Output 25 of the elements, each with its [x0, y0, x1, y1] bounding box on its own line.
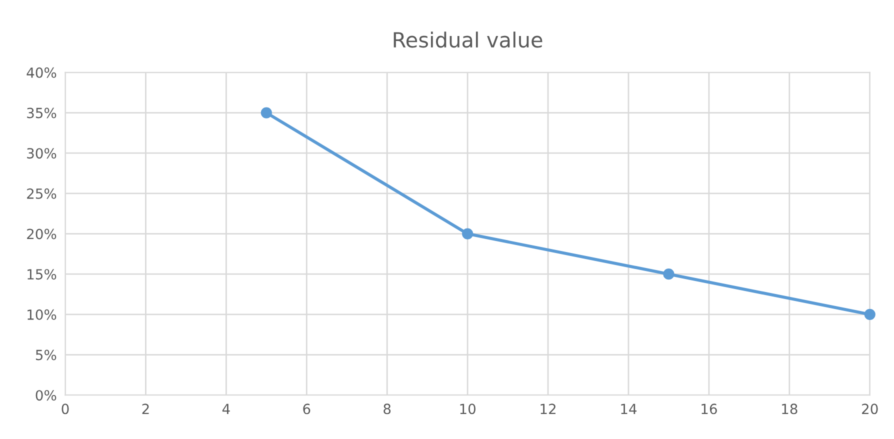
y-tick-label: 35%: [27, 108, 56, 118]
y-tick-label: 25%: [27, 188, 56, 199]
x-tick-label: 2: [142, 404, 149, 414]
y-tick-label: 0%: [36, 390, 56, 401]
y-tick-label: 20%: [27, 228, 56, 240]
y-tick-label: 15%: [28, 269, 56, 280]
x-tick-label: 0: [62, 404, 69, 414]
point: [663, 268, 674, 280]
chart-title: Residual value: [394, 32, 542, 48]
y-tick-label: 30%: [27, 148, 56, 159]
y-tick-label: 10%: [28, 309, 56, 320]
x-tick-label: 10: [460, 404, 476, 414]
x-tick-label: 4: [222, 404, 230, 414]
x-tick-label: 8: [384, 404, 391, 414]
x-tick-label: 20: [862, 404, 878, 414]
x-tick-label: 6: [303, 404, 310, 414]
x-tick-label: 14: [621, 404, 637, 414]
x-tick-label: 18: [782, 404, 798, 414]
x-tick-label: 12: [540, 404, 556, 414]
point: [260, 107, 272, 118]
y-tick-label: 5%: [36, 350, 56, 360]
point: [864, 308, 876, 320]
x-tick-label: 16: [702, 404, 717, 414]
point: [462, 228, 474, 240]
y-tick-label: 40%: [26, 67, 56, 78]
